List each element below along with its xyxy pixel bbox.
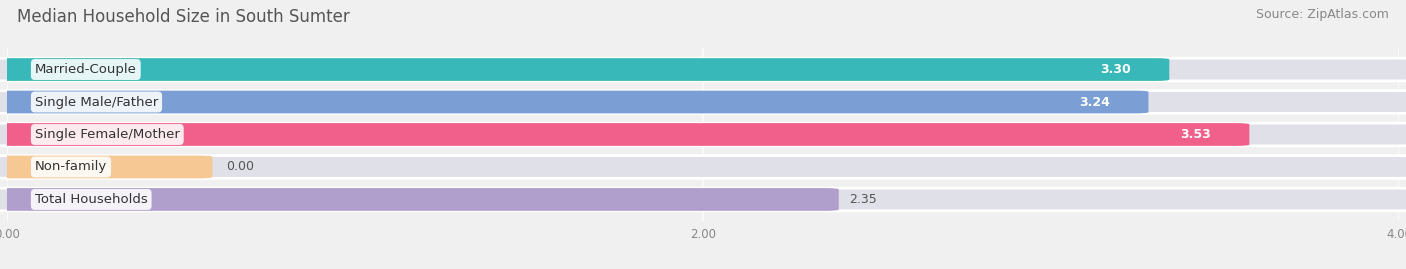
FancyBboxPatch shape (0, 123, 1250, 146)
Text: 3.24: 3.24 (1080, 95, 1111, 108)
FancyBboxPatch shape (0, 188, 1406, 211)
FancyBboxPatch shape (0, 58, 1170, 81)
FancyBboxPatch shape (0, 188, 839, 211)
FancyBboxPatch shape (0, 58, 1406, 81)
Text: 3.53: 3.53 (1180, 128, 1211, 141)
Text: 3.30: 3.30 (1101, 63, 1130, 76)
Text: Single Male/Father: Single Male/Father (35, 95, 157, 108)
FancyBboxPatch shape (0, 91, 1149, 114)
Text: Single Female/Mother: Single Female/Mother (35, 128, 180, 141)
FancyBboxPatch shape (0, 123, 1406, 146)
FancyBboxPatch shape (0, 91, 1406, 114)
FancyBboxPatch shape (0, 155, 212, 178)
Text: 0.00: 0.00 (226, 161, 254, 174)
Text: Total Households: Total Households (35, 193, 148, 206)
Text: Median Household Size in South Sumter: Median Household Size in South Sumter (17, 8, 350, 26)
Text: Source: ZipAtlas.com: Source: ZipAtlas.com (1256, 8, 1389, 21)
Text: Married-Couple: Married-Couple (35, 63, 136, 76)
Text: 2.35: 2.35 (849, 193, 877, 206)
FancyBboxPatch shape (0, 155, 1406, 178)
Text: Non-family: Non-family (35, 161, 107, 174)
